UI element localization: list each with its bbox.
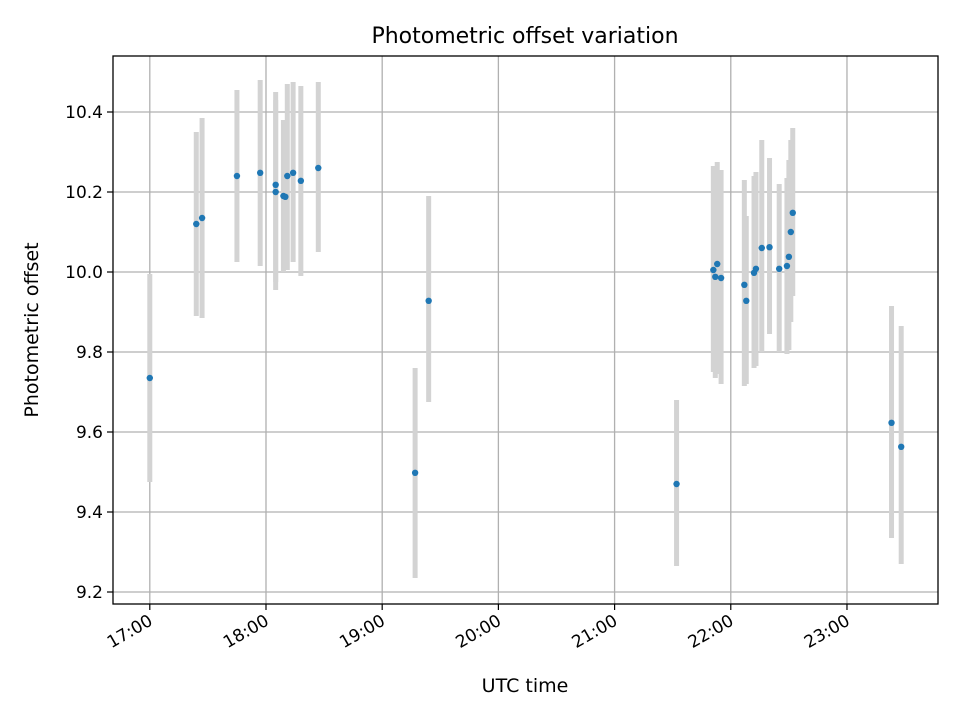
y-tick-label: 9.8 bbox=[76, 343, 103, 363]
y-tick-label: 9.4 bbox=[76, 503, 103, 523]
y-tick-label: 10.4 bbox=[65, 103, 103, 123]
data-point bbox=[787, 228, 795, 236]
data-point bbox=[766, 244, 773, 251]
data-point bbox=[783, 262, 791, 270]
plot-frame bbox=[112, 55, 939, 605]
data-point bbox=[789, 209, 796, 216]
y-tick-label: 9.2 bbox=[76, 583, 103, 603]
data-point bbox=[752, 265, 760, 272]
data-point bbox=[282, 193, 289, 200]
chart-title: Photometric offset variation bbox=[371, 24, 678, 49]
grid bbox=[113, 56, 938, 604]
data-point bbox=[193, 220, 200, 228]
data-point bbox=[710, 266, 717, 274]
y-tick-label: 10.2 bbox=[65, 183, 103, 203]
data-point bbox=[297, 177, 305, 184]
data-point bbox=[272, 181, 279, 188]
data-point bbox=[714, 260, 721, 268]
data-point bbox=[898, 443, 905, 450]
data-point bbox=[411, 469, 419, 476]
y-tick-label: 10.0 bbox=[65, 263, 103, 283]
data-point bbox=[425, 297, 432, 304]
data-point bbox=[289, 169, 297, 176]
y-tick-label: 9.6 bbox=[76, 423, 103, 443]
data-point bbox=[785, 253, 793, 260]
data-point bbox=[741, 281, 748, 288]
y-axis-label: Photometric offset bbox=[21, 242, 43, 417]
data-points bbox=[146, 164, 905, 488]
data-point bbox=[717, 274, 725, 282]
data-point bbox=[888, 419, 895, 426]
data-point bbox=[712, 273, 719, 280]
data-point bbox=[233, 172, 241, 180]
y-axis-ticks: 9.2 9.4 9.6 9.8 10.0 10.2 10.4 bbox=[65, 103, 113, 603]
data-point bbox=[673, 480, 680, 488]
data-point bbox=[146, 374, 153, 382]
data-point bbox=[198, 214, 206, 222]
data-point bbox=[272, 188, 279, 196]
data-point bbox=[315, 164, 322, 172]
data-point bbox=[758, 244, 765, 252]
x-axis-label: UTC time bbox=[482, 675, 569, 697]
data-point bbox=[284, 172, 291, 180]
data-point bbox=[743, 297, 750, 304]
data-point bbox=[256, 169, 264, 176]
data-point bbox=[775, 265, 783, 272]
